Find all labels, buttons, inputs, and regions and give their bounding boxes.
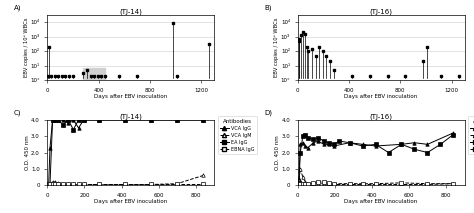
X-axis label: Days after EBV inoculation: Days after EBV inoculation [94, 199, 167, 204]
Title: (TJ-16): (TJ-16) [370, 8, 392, 15]
X-axis label: Days after EBV inoculation: Days after EBV inoculation [345, 95, 418, 99]
Text: C): C) [14, 109, 21, 116]
Text: D): D) [264, 109, 272, 116]
Y-axis label: EBV copies / 10⁶ WBCs: EBV copies / 10⁶ WBCs [274, 18, 279, 78]
Legend: VCA IgG, VCA IgM, EA IgG, EBNA IgG: VCA IgG, VCA IgM, EA IgG, EBNA IgG [218, 117, 257, 154]
Y-axis label: O.D. 450 nm: O.D. 450 nm [275, 135, 280, 170]
Title: (TJ-14): (TJ-14) [119, 113, 142, 120]
Text: A): A) [14, 5, 21, 11]
X-axis label: Days after EBV inoculation: Days after EBV inoculation [345, 199, 418, 204]
Y-axis label: O.D. 450 nm: O.D. 450 nm [25, 135, 29, 170]
Bar [83, 68, 105, 81]
X-axis label: Days after EBV inoculation: Days after EBV inoculation [94, 95, 167, 99]
Title: (TJ-16): (TJ-16) [370, 113, 392, 120]
Title: (TJ-14): (TJ-14) [119, 8, 142, 15]
Text: B): B) [264, 5, 272, 11]
Legend: VCA IgG, VCA IgM, EA IgG, EBNA IgG: VCA IgG, VCA IgM, EA IgG, EBNA IgG [468, 117, 474, 154]
Y-axis label: EBV copies / 10⁶ WBCs: EBV copies / 10⁶ WBCs [24, 18, 28, 78]
